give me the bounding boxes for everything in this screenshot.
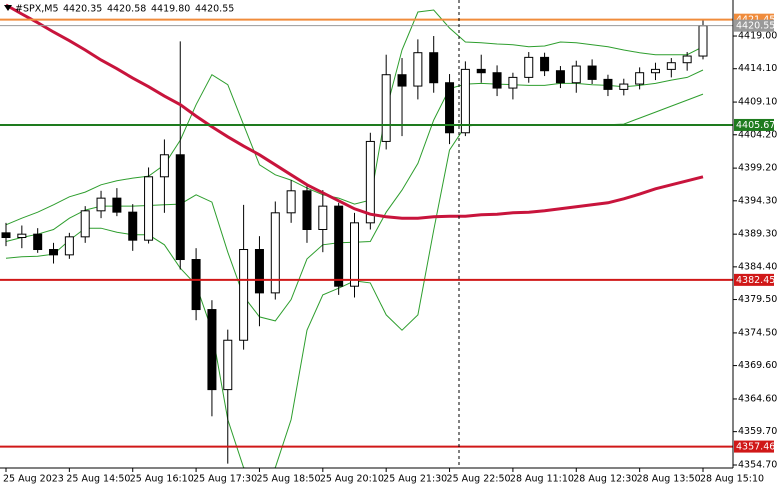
axes: 4419.00 4414.10 4409.10 4404.20 4399.20 4394.… (3, 13, 777, 485)
y-tick-label: 4369.60 (738, 360, 777, 371)
candle-body (397, 74, 407, 87)
price-level-label: 4405.67 (736, 120, 775, 131)
candle-body (254, 249, 264, 294)
y-tick-label: 4409.10 (738, 97, 777, 108)
candle-body (429, 52, 439, 84)
candle-body (492, 72, 502, 89)
candle-body (555, 70, 565, 84)
price-level-tag (734, 273, 774, 286)
candle-body (96, 197, 106, 212)
candle-body (540, 56, 550, 72)
x-tick-label: 25 Aug 21:30 (383, 474, 447, 485)
collapse-icon[interactable] (4, 5, 12, 11)
candle-body (175, 154, 185, 261)
candle-body (508, 76, 518, 89)
y-tick-label: 4419.00 (738, 31, 777, 42)
candle-body (571, 65, 581, 84)
price-level-tag (734, 118, 774, 131)
candle-body (334, 205, 344, 287)
x-tick-label: 25 Aug 16:10 (130, 474, 194, 485)
y-tick-label: 4379.50 (738, 294, 777, 305)
x-tick-label: 28 Aug 15:10 (700, 474, 764, 485)
x-tick-label: 28 Aug 12:30 (573, 474, 637, 485)
candle-body (682, 55, 692, 64)
candle-body (144, 176, 154, 241)
candle-body (64, 236, 74, 256)
candle-body (33, 233, 43, 251)
header: #SPX,M5 4420.35 4420.58 4419.80 4420.55 (15, 4, 234, 15)
candle-body (365, 140, 375, 224)
candle-body (49, 249, 59, 256)
candle-body (223, 339, 233, 391)
candle-body (587, 65, 597, 80)
y-tick-label: 4384.40 (738, 261, 777, 272)
indicator-line (5, 3, 704, 220)
symbol: #SPX,M5 (15, 4, 59, 15)
y-tick-label: 4399.20 (738, 163, 777, 174)
candle-body (1, 232, 11, 239)
y-tick-label: 4394.30 (738, 195, 777, 206)
candle-body (302, 190, 312, 230)
candle-body (128, 211, 138, 241)
price-level-label: 4382.45 (736, 275, 775, 286)
indicator-line (5, 9, 704, 226)
x-tick-label: 28 Aug 13:50 (637, 474, 701, 485)
candle-body (350, 222, 359, 287)
candle-body (381, 74, 391, 142)
x-tick-label: 25 Aug 20:10 (320, 474, 384, 485)
x-tick-label: 25 Aug 14:50 (66, 474, 130, 485)
candle-body (318, 205, 328, 230)
x-tick-label: 25 Aug 22:50 (447, 474, 511, 485)
y-tick-label: 4414.10 (738, 63, 777, 74)
candle-body (239, 249, 249, 341)
quote-value: 4420.35 (63, 4, 102, 15)
price-level-label: 4420.55 (736, 21, 775, 32)
candle-body (698, 25, 708, 57)
plot-area (0, 3, 733, 468)
candle-body (619, 83, 629, 90)
candle-body (650, 68, 660, 74)
candle-body (207, 309, 217, 391)
price-level-tag (734, 440, 774, 453)
y-tick-label: 4374.50 (738, 327, 777, 338)
y-tick-label: 4389.30 (738, 229, 777, 240)
candle-body (635, 72, 645, 85)
candle-body (270, 212, 280, 294)
candle-body (17, 233, 27, 239)
candle-body (476, 68, 486, 74)
y-tick-label: 4354.70 (738, 459, 777, 470)
price-level-tag (734, 13, 774, 26)
candle-body (603, 78, 613, 90)
y-tick-label: 4404.20 (738, 129, 777, 140)
candle-body (286, 190, 296, 214)
x-tick-label: 25 Aug 18:50 (256, 474, 320, 485)
candle-body (666, 62, 676, 70)
candle-body (445, 82, 455, 134)
candle-body (191, 259, 201, 311)
x-tick-label: 28 Aug 11:10 (510, 474, 574, 485)
candle-body (460, 68, 470, 134)
price-level-label: 4357.46 (736, 442, 775, 453)
y-tick-label: 4364.60 (738, 393, 777, 404)
x-tick-label: 25 Aug 2023 (3, 474, 64, 485)
candle-body (112, 197, 122, 213)
price-level-tag (734, 19, 774, 32)
quote-value: 4419.80 (151, 4, 190, 15)
candle-body (524, 56, 534, 78)
candle-body (413, 52, 423, 87)
quote-value: 4420.58 (107, 4, 146, 15)
quote-value: 4420.55 (195, 4, 234, 15)
x-tick-label: 25 Aug 17:30 (193, 474, 257, 485)
y-tick-label: 4359.70 (738, 426, 777, 437)
candle-body (80, 210, 90, 238)
candle-body (159, 154, 169, 178)
